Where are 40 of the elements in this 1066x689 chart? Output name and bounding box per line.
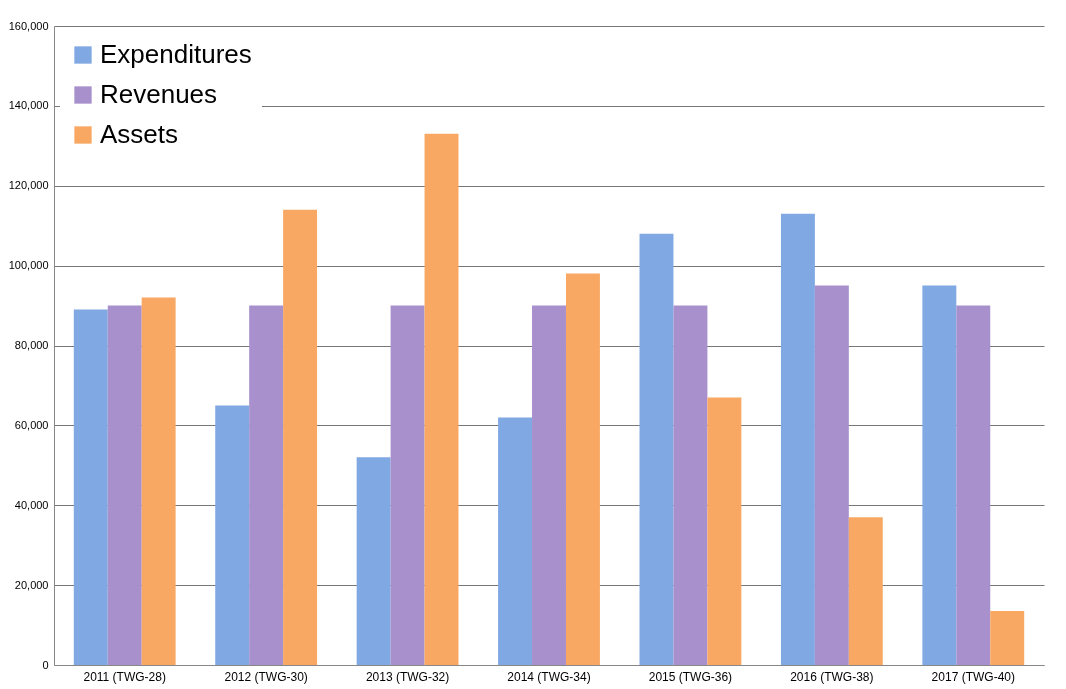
bar <box>390 305 425 665</box>
x-tick-label: 2012 (TWG-30) <box>224 669 308 684</box>
bar <box>990 611 1025 665</box>
legend-label: Assets <box>100 119 179 149</box>
y-tick-label: 100,000 <box>8 259 49 272</box>
bar <box>356 457 391 665</box>
legend-label: Revenues <box>100 79 218 109</box>
bar <box>107 305 142 665</box>
x-tick-label: 2011 (TWG-28) <box>83 669 166 684</box>
bar <box>780 213 815 665</box>
bar <box>141 297 176 665</box>
bar <box>283 209 318 665</box>
y-tick-label: 20,000 <box>14 578 49 591</box>
x-tick-label: 2013 (TWG-32) <box>365 669 450 684</box>
bar <box>673 305 708 665</box>
x-tick-label: 2015 (TWG-36) <box>648 669 733 684</box>
y-tick-label: 120,000 <box>8 179 49 192</box>
y-tick-label: 80,000 <box>14 339 49 351</box>
bar <box>215 405 250 665</box>
bar <box>249 305 284 665</box>
bar <box>814 285 849 665</box>
x-tick-label: 2016 (TWG-38) <box>790 669 874 684</box>
bar <box>498 417 533 665</box>
bar <box>565 273 600 665</box>
x-tick-label: 2014 (TWG-34) <box>507 669 591 684</box>
bar <box>956 305 991 665</box>
y-tick-label: 160,000 <box>8 19 49 32</box>
x-tick-label: 2017 (TWG-40) <box>931 669 1015 684</box>
bar <box>848 517 883 665</box>
bar <box>639 233 674 665</box>
y-tick-label: 40,000 <box>14 498 49 511</box>
y-tick-label: 140,000 <box>8 99 49 112</box>
y-tick-label: 60,000 <box>14 418 49 431</box>
bar <box>707 397 742 665</box>
y-tick-label: 0 <box>42 658 49 671</box>
bar <box>922 285 957 665</box>
legend-label: Expenditures <box>100 39 252 69</box>
bar <box>532 305 566 665</box>
bar <box>73 309 108 665</box>
bar <box>424 133 459 665</box>
